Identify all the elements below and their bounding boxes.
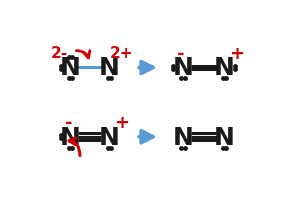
Text: N: N: [60, 125, 81, 149]
Text: +: +: [230, 45, 244, 63]
Text: N: N: [60, 56, 81, 80]
Text: N: N: [99, 56, 119, 80]
Text: 2+: 2+: [110, 46, 133, 61]
Text: N: N: [214, 125, 235, 149]
Text: -: -: [64, 114, 72, 132]
Text: -: -: [177, 45, 184, 63]
Text: N: N: [172, 56, 194, 80]
Text: N: N: [214, 56, 235, 80]
Text: N: N: [172, 125, 194, 149]
Text: 2-: 2-: [51, 46, 68, 61]
Text: +: +: [114, 114, 129, 132]
Text: N: N: [99, 125, 119, 149]
